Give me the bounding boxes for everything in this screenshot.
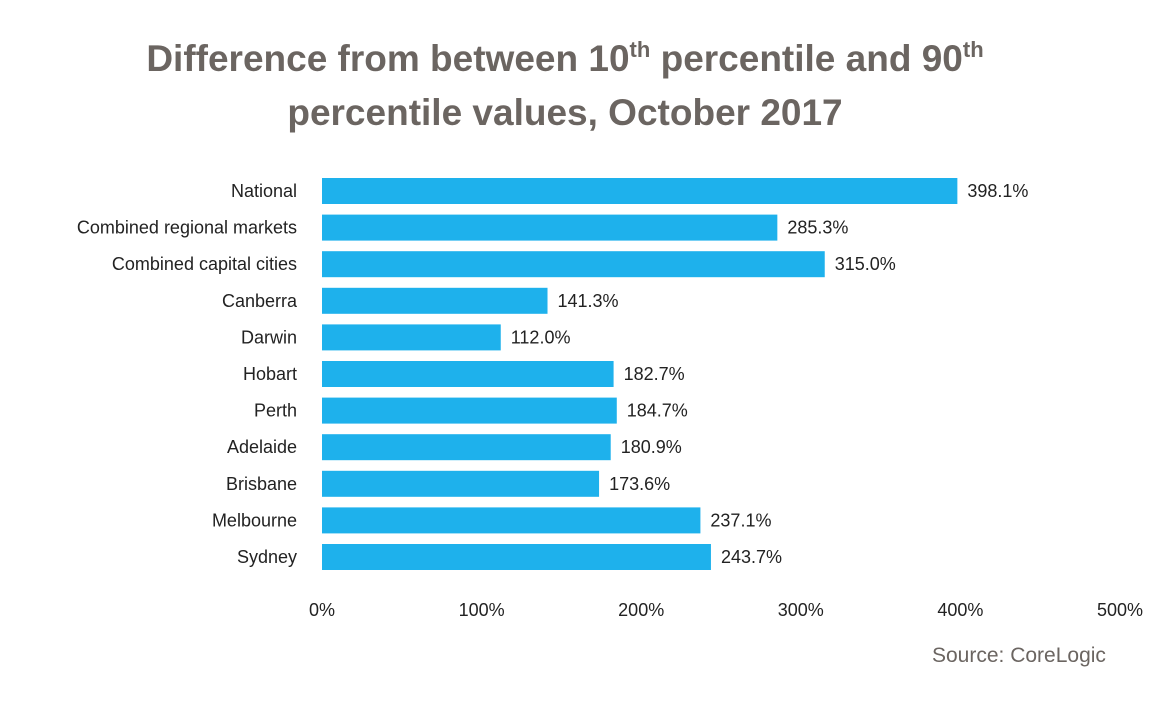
bar [322, 470, 600, 497]
x-tick-label: 500% [1097, 600, 1143, 620]
title-line-2: percentile values, October 2017 [287, 92, 843, 133]
source-note: Source: CoreLogic [932, 644, 1106, 667]
value-label: 285.3% [787, 218, 848, 238]
category-label: Combined capital cities [112, 254, 297, 274]
x-tick-label: 300% [778, 600, 824, 620]
bar [322, 397, 617, 424]
bar [322, 178, 958, 204]
value-label: 398.1% [967, 181, 1028, 201]
category-label: Adelaide [227, 437, 297, 457]
category-label: Canberra [222, 291, 298, 311]
x-tick-label: 400% [937, 600, 983, 620]
category-label: Hobart [243, 364, 297, 384]
value-label: 112.0% [511, 327, 571, 347]
title-line-1: Difference from between 10th percentile … [146, 37, 984, 79]
value-label: 243.7% [721, 547, 782, 567]
category-label: Brisbane [226, 474, 297, 494]
category-label: National [231, 181, 297, 201]
bar [322, 214, 778, 241]
bar [322, 434, 611, 461]
category-label: Perth [254, 401, 297, 421]
bar [322, 287, 548, 314]
x-tick-label: 100% [459, 600, 505, 620]
value-label: 315.0% [835, 254, 896, 274]
bar [322, 544, 711, 570]
value-label: 141.3% [558, 291, 619, 311]
value-label: 182.7% [624, 364, 685, 384]
category-label: Melbourne [212, 510, 297, 530]
value-label: 237.1% [710, 510, 771, 530]
bar [322, 507, 701, 534]
category-label: Darwin [241, 327, 297, 347]
bar [322, 324, 501, 351]
category-label: Sydney [237, 547, 297, 567]
value-label: 184.7% [627, 401, 688, 421]
x-tick-label: 200% [618, 600, 664, 620]
category-label: Combined regional markets [77, 218, 297, 238]
bar [322, 251, 825, 278]
value-label: 180.9% [621, 437, 682, 457]
chart-title: Difference from between 10th percentile … [0, 32, 1130, 140]
x-tick-label: 0% [309, 600, 335, 620]
value-label: 173.6% [609, 474, 670, 494]
bar [322, 361, 614, 387]
